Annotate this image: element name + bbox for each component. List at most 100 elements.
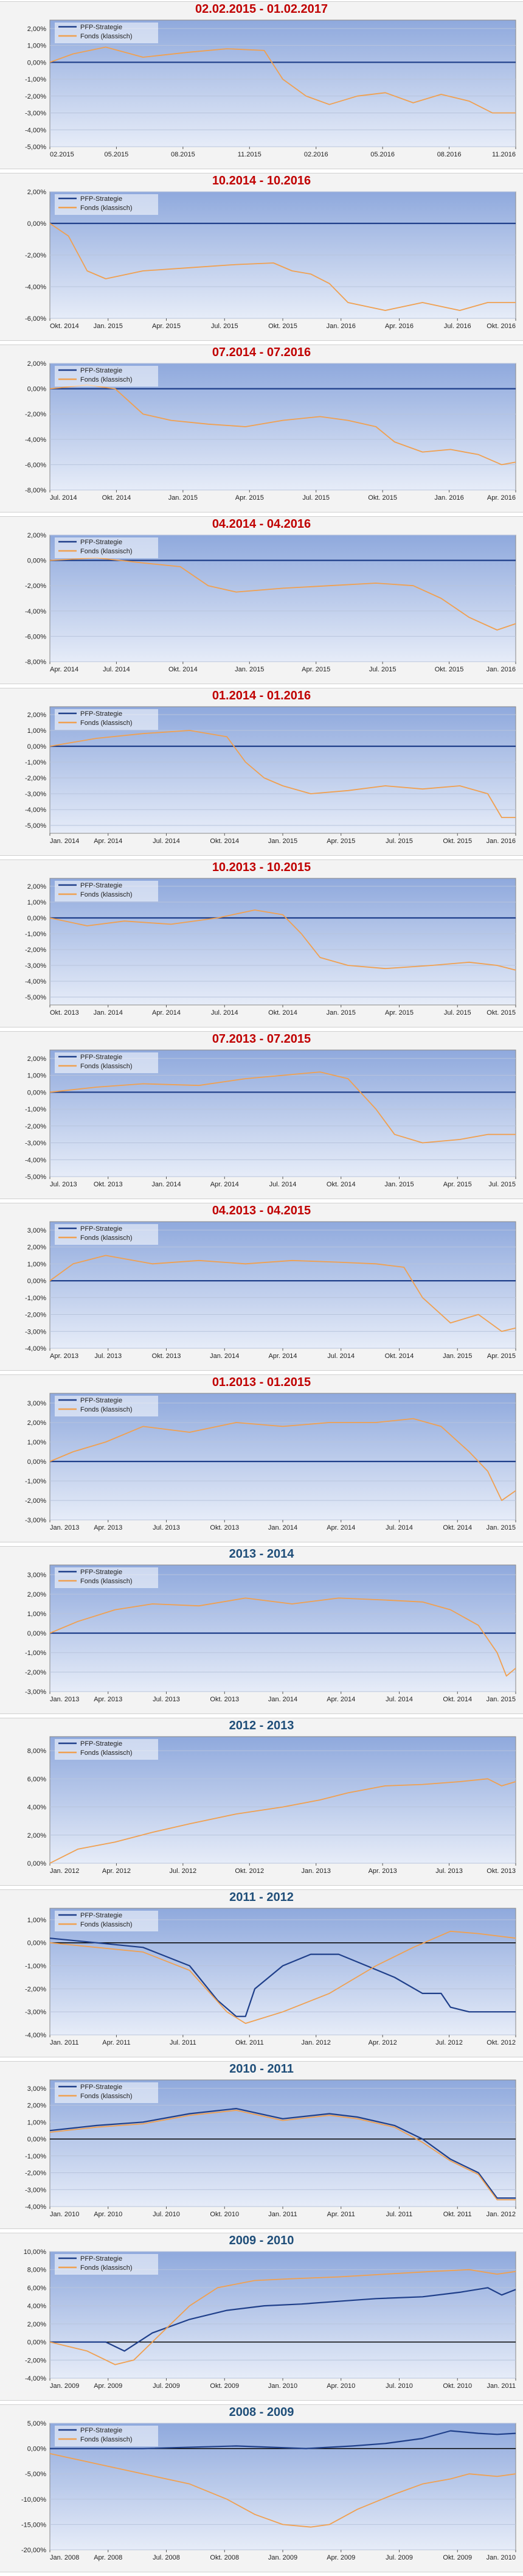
- y-tick-label: -1,00%: [25, 76, 46, 83]
- x-tick-label: 11.2015: [238, 151, 262, 158]
- y-tick-label: 8,00%: [27, 2267, 46, 2274]
- y-tick-label: -2,00%: [25, 1123, 46, 1130]
- x-tick-label: Jul. 2009: [386, 2554, 413, 2561]
- x-tick-label: Apr. 2010: [94, 2211, 122, 2218]
- x-tick-label: Apr. 2012: [102, 1867, 131, 1875]
- chart-title: 01.2014 - 01.2016: [212, 689, 311, 702]
- x-tick-label: Apr. 2015: [302, 666, 330, 673]
- x-tick-label: Apr. 2014: [50, 666, 78, 673]
- x-tick-label: Jul. 2014: [153, 838, 180, 845]
- legend-label: Fonds (klassisch): [80, 719, 133, 727]
- x-tick-label: Jan. 2016: [327, 323, 356, 330]
- y-tick-label: 2,00%: [27, 360, 46, 368]
- x-tick-label: Okt. 2011: [235, 2039, 264, 2046]
- legend-label: Fonds (klassisch): [80, 1578, 133, 1585]
- y-tick-label: 0,00%: [27, 220, 46, 228]
- legend-label: Fonds (klassisch): [80, 1921, 133, 1928]
- x-tick-label: Okt. 2014: [168, 666, 198, 673]
- y-tick-label: 0,00%: [27, 1089, 46, 1096]
- y-tick-label: -1,00%: [25, 931, 46, 938]
- x-tick-label: Apr. 2016: [487, 494, 516, 502]
- y-tick-label: -8,00%: [25, 659, 46, 666]
- y-tick-label: 2,00%: [27, 189, 46, 196]
- y-tick-label: 1,00%: [27, 1917, 46, 1924]
- y-tick-label: -4,00%: [25, 1157, 46, 1164]
- x-tick-label: Jan. 2016: [487, 666, 516, 673]
- x-tick-label: Jul. 2014: [327, 1353, 355, 1360]
- x-tick-label: Apr. 2011: [102, 2039, 130, 2046]
- y-tick-label: -3,00%: [25, 1517, 46, 1524]
- y-tick-label: -5,00%: [25, 1174, 46, 1181]
- x-tick-label: Jan. 2015: [487, 1696, 516, 1703]
- y-tick-label: -3,00%: [25, 1328, 46, 1335]
- chart-title: 2010 - 2011: [229, 2062, 294, 2076]
- x-tick-label: Jul. 2015: [211, 323, 238, 330]
- x-tick-label: Jan. 2015: [384, 1181, 414, 1188]
- legend-label: Fonds (klassisch): [80, 1234, 133, 1242]
- x-tick-label: Okt. 2015: [443, 838, 472, 845]
- x-tick-label: Apr. 2013: [50, 1353, 78, 1360]
- x-tick-label: Jan. 2010: [268, 2382, 297, 2390]
- y-tick-label: 2,00%: [27, 1055, 46, 1063]
- legend-label: Fonds (klassisch): [80, 1749, 133, 1757]
- x-tick-label: Jul. 2015: [386, 838, 413, 845]
- x-tick-label: Apr. 2009: [327, 2554, 355, 2561]
- x-tick-label: Jul. 2013: [153, 1696, 180, 1703]
- x-tick-label: Okt. 2014: [210, 838, 239, 845]
- chart-title: 2009 - 2010: [229, 2234, 294, 2247]
- y-tick-label: 0,00%: [27, 2446, 46, 2453]
- y-tick-label: 2,00%: [27, 1244, 46, 1251]
- y-tick-label: -2,00%: [25, 1312, 46, 1319]
- x-tick-label: Apr. 2014: [268, 1353, 297, 1360]
- x-tick-label: Jan. 2012: [302, 2039, 331, 2046]
- x-tick-label: Jan. 2016: [434, 494, 463, 502]
- y-tick-label: -3,00%: [25, 1689, 46, 1696]
- series-line-fund: [49, 1418, 516, 1501]
- x-tick-label: Okt. 2015: [487, 1009, 516, 1017]
- line-chart: 5,00% 0,00% -5,00% -10,00% -15,00% -20,00% Jan…: [21, 2420, 516, 2561]
- chart-title: 02.02.2015 - 01.02.2017: [195, 2, 328, 16]
- y-tick-label: 1,00%: [27, 1073, 46, 1080]
- x-tick-label: 08.2016: [437, 151, 462, 158]
- x-tick-label: Okt. 2011: [443, 2211, 472, 2218]
- x-tick-label: Jul. 2013: [153, 1524, 180, 1531]
- x-tick-label: Okt. 2015: [435, 666, 464, 673]
- x-tick-label: Jul. 2013: [94, 1353, 122, 1360]
- x-tick-label: Apr. 2014: [94, 838, 122, 845]
- series-line-fund: [49, 730, 516, 818]
- x-tick-label: Apr. 2015: [327, 838, 355, 845]
- legend: PFP-Strategie Fonds (klassisch): [55, 1911, 158, 1931]
- legend-label: Fonds (klassisch): [80, 2093, 133, 2100]
- legend: PFP-Strategie Fonds (klassisch): [55, 537, 158, 558]
- x-tick-label: Jul. 2011: [386, 2211, 413, 2218]
- chart-panel: 07.2013 - 07.2015 2,00% 1,00% 0,00% -1,00% -2…: [0, 1031, 523, 1199]
- x-tick-label: Okt. 2014: [102, 494, 131, 502]
- x-tick-label: Jan. 2012: [50, 1867, 79, 1875]
- x-tick-label: Okt. 2014: [327, 1181, 356, 1188]
- legend: PFP-Strategie Fonds (klassisch): [55, 2426, 158, 2446]
- y-tick-label: 0,00%: [27, 1630, 46, 1637]
- legend-label: Fonds (klassisch): [80, 376, 133, 383]
- chart-panel: 04.2013 - 04.2015 3,00% 2,00% 1,00% 0,00% -1,…: [0, 1203, 523, 1371]
- series-line-fund: [49, 46, 516, 114]
- x-tick-label: Jul. 2013: [435, 1867, 463, 1875]
- legend-label: Fonds (klassisch): [80, 2264, 133, 2272]
- x-tick-label: Apr. 2015: [385, 1009, 414, 1017]
- legend-label: Fonds (klassisch): [80, 1406, 133, 1413]
- x-tick-label: Okt. 2014: [443, 1524, 472, 1531]
- x-tick-label: Apr. 2015: [487, 1353, 516, 1360]
- y-tick-label: -4,00%: [25, 436, 46, 444]
- y-tick-label: 0,00%: [27, 1278, 46, 1285]
- y-tick-label: -15,00%: [21, 2521, 46, 2529]
- line-chart: 3,00% 2,00% 1,00% 0,00% -1,00% -2,00% -3,00% -4…: [25, 2079, 516, 2218]
- x-tick-label: Jul. 2014: [211, 1009, 238, 1017]
- x-tick-label: Apr. 2011: [327, 2211, 355, 2218]
- x-tick-label: Okt. 2009: [443, 2554, 472, 2561]
- chart-title: 10.2014 - 10.2016: [212, 174, 311, 187]
- y-tick-label: 3,00%: [27, 1227, 46, 1234]
- line-chart: 2,00% 1,00% 0,00% -1,00% -2,00% -3,00% -4,00% -…: [25, 1049, 516, 1188]
- y-tick-label: 3,00%: [27, 1572, 46, 1579]
- chart-panel: 01.2014 - 01.2016 2,00% 1,00% 0,00% -1,00% -2…: [0, 688, 523, 856]
- legend: PFP-Strategie Fonds (klassisch): [55, 1567, 158, 1588]
- legend-label: PFP-Strategie: [80, 24, 122, 31]
